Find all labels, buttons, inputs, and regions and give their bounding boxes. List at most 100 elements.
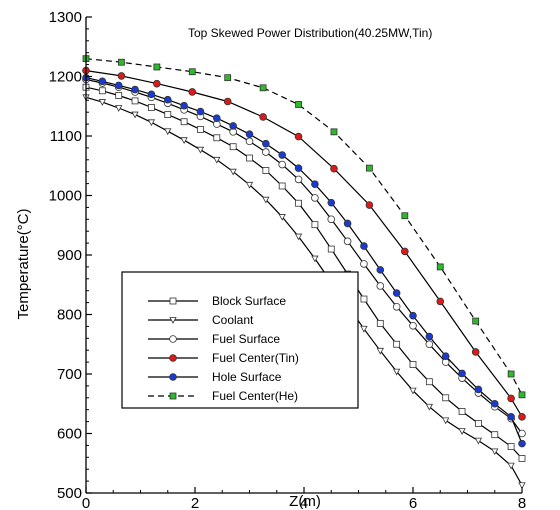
legend-label: Fuel Center(Tin): [212, 351, 299, 365]
series-hole-surface-point: [163, 95, 172, 104]
legend-swatch-point: [169, 354, 177, 362]
series-hole-surface-point: [458, 369, 466, 378]
series-block-surface-point: [311, 221, 319, 229]
series-hole-surface-point: [213, 114, 221, 122]
series-coolant-point: [376, 347, 384, 355]
legend-label: Fuel Surface: [212, 332, 280, 346]
legend-swatch-point: [169, 317, 177, 324]
series-fuel-surface-point: [311, 194, 319, 202]
series-coolant-point: [518, 482, 526, 490]
series-hole-surface-point: [360, 242, 368, 250]
series-coolant-point: [474, 437, 483, 445]
series-fuel-center-tin-point: [153, 79, 161, 88]
series-fuel-center-he-point: [295, 101, 302, 108]
series-block-surface-point: [442, 394, 450, 402]
legend-swatch-point: [169, 335, 177, 343]
series-fuel-surface-point: [262, 148, 270, 156]
series-block-surface-point: [507, 443, 515, 450]
series-hole-surface-point: [343, 219, 352, 228]
x-tick-label: 2: [191, 495, 199, 510]
series-coolant-point: [98, 99, 107, 106]
series-block-surface-point: [360, 295, 368, 303]
series-block-surface-point: [327, 245, 335, 253]
series-block-surface-point: [246, 154, 253, 162]
series-block-surface-point: [376, 320, 384, 327]
series-hole-surface-point: [441, 352, 450, 360]
series-fuel-center-he-line: [85, 58, 523, 396]
legend: Block Surface Coolant Fuel Surface Fuel Cen…: [148, 294, 299, 403]
series-fuel-center-he-point: [401, 212, 409, 220]
series-fuel-surface-point: [294, 175, 303, 184]
series-coolant-point: [245, 181, 254, 189]
y-axis-title: Temperature(°C): [15, 208, 32, 319]
y-tick-label: 1000: [49, 188, 82, 205]
series-fuel-center-he-point: [436, 263, 444, 271]
series-block-surface: [82, 83, 526, 462]
series-coolant-point: [409, 387, 417, 395]
series-coolant-point: [131, 111, 139, 119]
legend-item: Fuel Surface: [148, 332, 280, 346]
series-hole-surface-point: [518, 439, 526, 448]
series-hole-surface-point: [474, 385, 483, 394]
series-fuel-surface-line: [85, 78, 523, 434]
series-coolant-point: [311, 255, 319, 263]
series-fuel-center-he-point: [188, 68, 196, 76]
y-tick-label: 600: [57, 426, 82, 443]
series-coolant-point: [425, 403, 434, 411]
series-fuel-surface-point: [376, 282, 385, 290]
series-hole-surface-point: [327, 198, 336, 207]
series-coolant-line: [85, 96, 523, 486]
series-hole-surface-point: [409, 311, 417, 320]
series-block-surface-point: [491, 431, 499, 439]
series-fuel-surface-point: [245, 137, 254, 146]
series-block-surface-line: [85, 86, 523, 459]
series-fuel-surface-point: [327, 215, 336, 224]
series-hole-surface-point: [311, 180, 319, 188]
series-coolant-point: [360, 325, 368, 333]
series-fuel-center-he-point: [507, 370, 515, 378]
x-tick-label: 4: [300, 495, 308, 510]
series-hole-surface-point: [294, 164, 303, 172]
series-block-surface-point: [409, 361, 417, 368]
legend-label: Coolant: [212, 313, 254, 327]
series-coolant-point: [229, 168, 237, 176]
series-block-surface-point: [98, 87, 106, 95]
series-block-surface-point: [197, 126, 204, 133]
series-coolant-point: [147, 119, 156, 127]
legend-label: Fuel Center(He): [212, 389, 298, 403]
series-fuel-center-tin-line: [85, 70, 523, 418]
series-block-surface-point: [278, 182, 286, 190]
series-hole-surface-point: [196, 107, 205, 116]
series-hole-surface-point: [376, 266, 385, 274]
series-hole-surface-point: [245, 130, 254, 139]
legend-swatch-point: [169, 392, 177, 400]
legend-item: Block Surface: [148, 294, 286, 308]
series-coolant-point: [180, 137, 188, 145]
series-hole-surface-point: [490, 399, 499, 408]
y-tick-label: 1200: [49, 69, 82, 86]
series-fuel-surface-point: [409, 322, 417, 330]
legend-swatch-point: [169, 297, 177, 305]
series-block-surface-point: [147, 104, 155, 111]
series-hole-surface-point: [507, 413, 515, 421]
y-tick-label: 500: [57, 485, 82, 502]
y-tick-label: 900: [57, 247, 82, 264]
series-block-surface-point: [458, 408, 466, 415]
series-coolant: [82, 94, 526, 490]
series-fuel-surface-point: [278, 160, 287, 169]
series-fuel-center-he-point: [330, 128, 338, 136]
legend-label: Block Surface: [212, 294, 286, 308]
series-block-surface-point: [115, 92, 123, 99]
legend-item: Fuel Center(Tin): [148, 351, 299, 365]
series-coolant-point: [262, 196, 270, 204]
series-hole-surface-point: [229, 122, 237, 130]
series-block-surface-point: [213, 134, 221, 142]
series-fuel-surface-point: [425, 340, 434, 349]
x-tick-label: 8: [518, 495, 526, 510]
chart-marks: [82, 55, 526, 490]
series-fuel-center-he-point: [472, 317, 480, 325]
series-hole-surface-point: [392, 289, 401, 297]
series-coolant-point: [442, 417, 450, 425]
series-coolant-point: [164, 128, 172, 136]
